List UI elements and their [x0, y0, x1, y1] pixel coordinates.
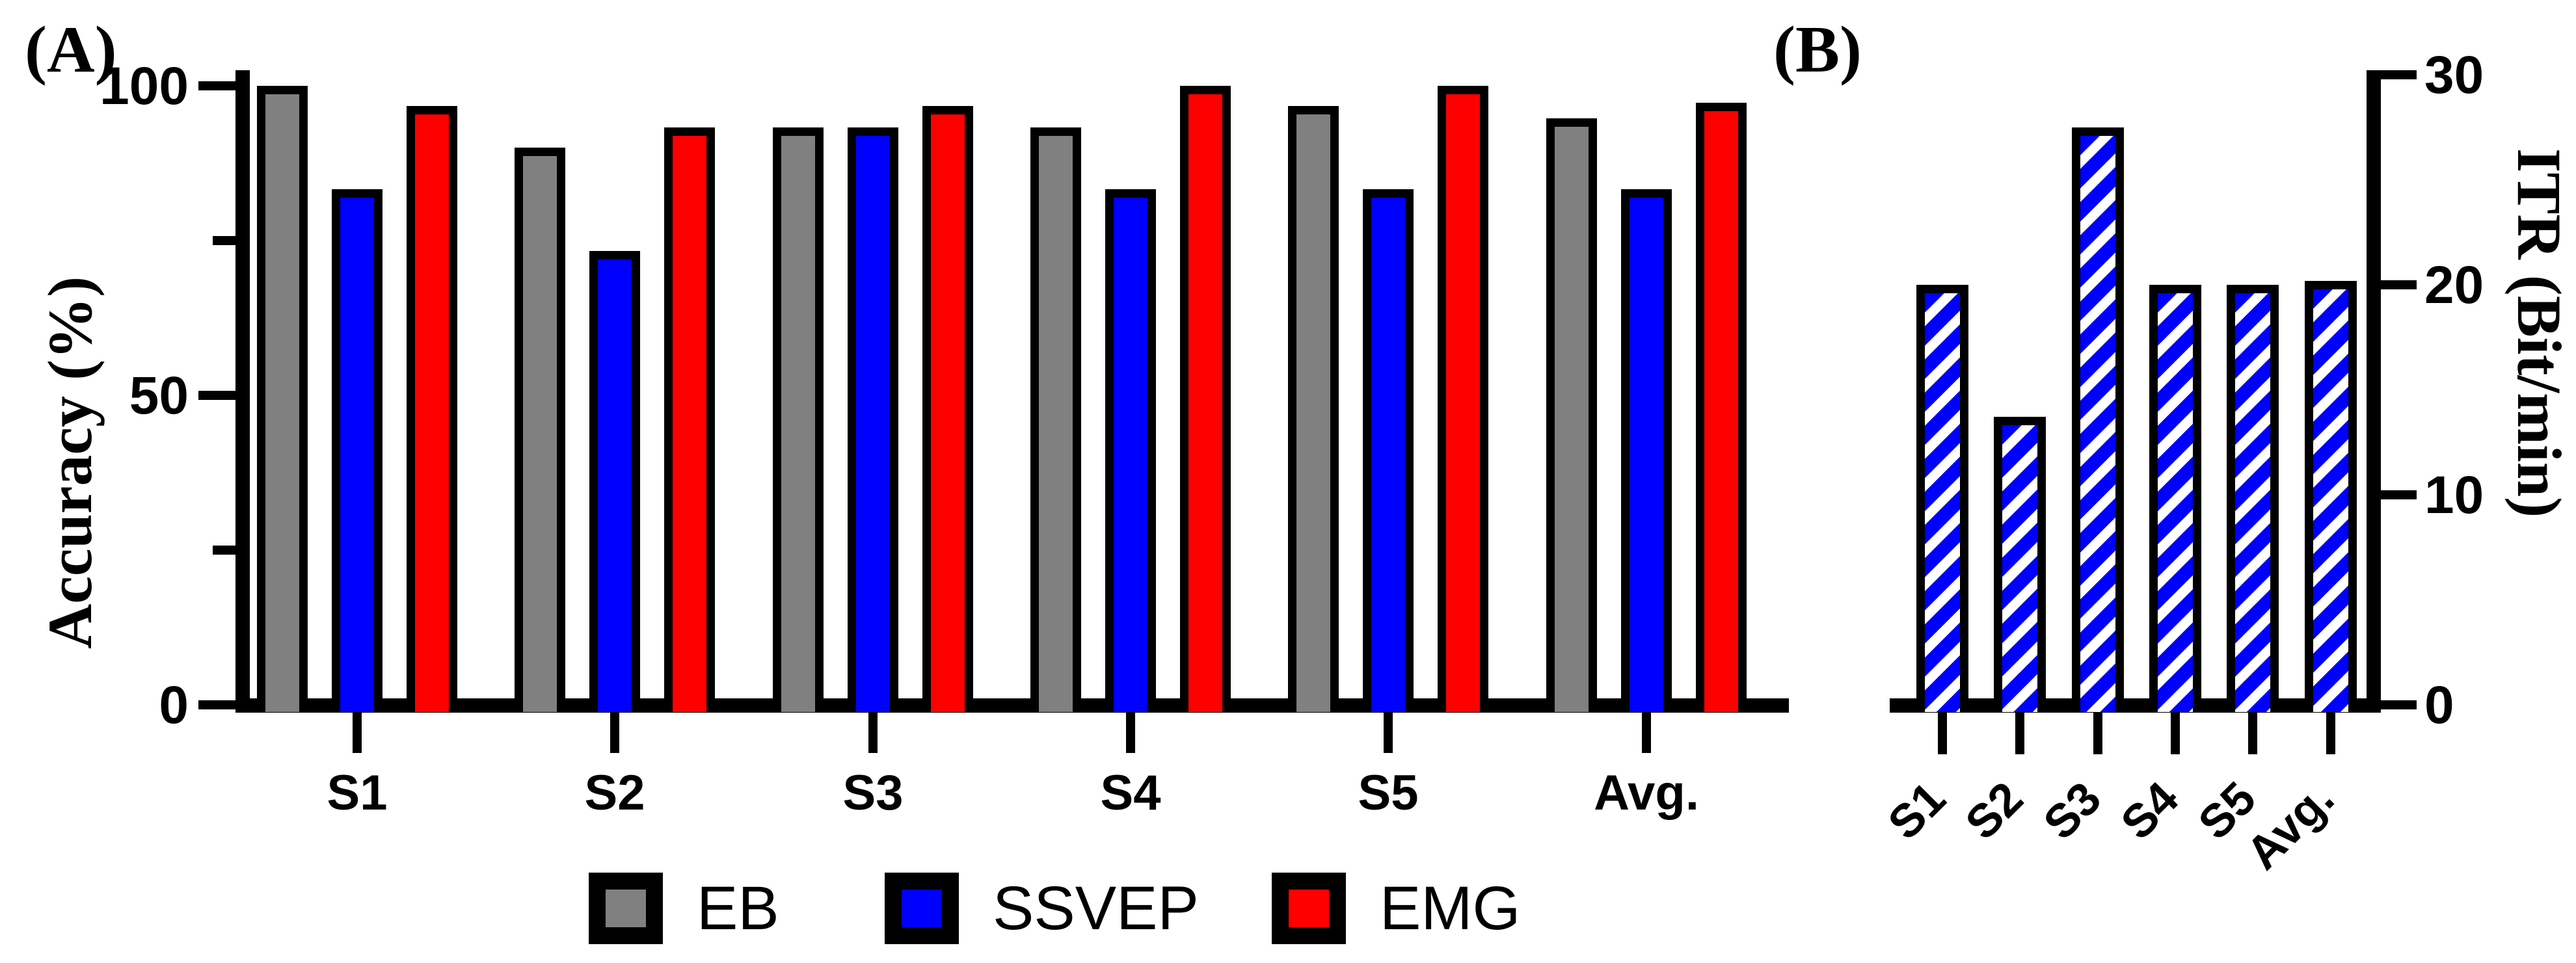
x-axis-tick: [1384, 713, 1393, 753]
y-axis-tick-label: 0: [159, 676, 189, 735]
bar-ssvep-S2: [589, 251, 640, 712]
panel-b-label: (B): [1773, 13, 1862, 86]
bar-itr-S1: [1916, 285, 1968, 712]
x-axis-tick: [610, 713, 619, 753]
bar-emg-S4: [1180, 86, 1231, 712]
bar-eb-Avg: [1546, 118, 1597, 712]
bar-eb-S3: [773, 127, 824, 712]
x-axis-tick: [353, 713, 362, 753]
bar-itr-S4: [2149, 285, 2201, 712]
bar-eb-S5: [1288, 106, 1339, 712]
panel-a-label: (A): [25, 13, 117, 86]
x-axis-category-label: S3: [842, 765, 904, 821]
x-axis-category-label: Avg.: [1594, 765, 1699, 821]
legend-swatch-eb: [589, 873, 663, 944]
y-axis-major-tick: [198, 700, 235, 709]
bar-ssvep-S5: [1363, 189, 1414, 712]
y-axis-tick-label: 20: [2424, 256, 2484, 315]
bar-emg-Avg: [1696, 102, 1747, 712]
x-axis-tick: [2171, 713, 2180, 754]
bar-itr-S2: [1994, 417, 2046, 712]
bar-eb-S2: [515, 148, 565, 712]
panel-b-y-axis-title: ITR (Bit/min): [2504, 148, 2574, 518]
y-axis-major-tick: [2381, 490, 2417, 499]
y-axis-major-tick: [2381, 280, 2417, 289]
x-axis-tick: [1938, 713, 1947, 754]
bar-itr-S5: [2227, 285, 2279, 712]
bar-emg-S5: [1438, 86, 1488, 712]
x-axis-tick: [868, 713, 878, 753]
x-axis-category-label: S1: [327, 765, 388, 821]
bar-ssvep-S3: [848, 127, 898, 712]
y-axis-tick-label: 50: [129, 366, 189, 425]
legend-item-ssvep: SSVEP: [885, 873, 1199, 944]
bar-emg-S3: [922, 106, 973, 712]
bar-eb-S4: [1030, 127, 1081, 712]
y-axis-tick-label: 10: [2424, 466, 2484, 525]
y-axis-major-tick: [2381, 700, 2417, 709]
y-axis-tick-label: 30: [2424, 46, 2484, 105]
bar-ssvep-S4: [1105, 189, 1156, 712]
y-axis-tick-label: 0: [2424, 676, 2454, 735]
bar-itr-Avg: [2305, 280, 2357, 712]
y-axis-major-tick: [198, 391, 235, 400]
figure-legend: EB SSVEP EMG: [0, 871, 2576, 949]
x-axis-category-label: S4: [1100, 765, 1161, 821]
bar-emg-S1: [407, 106, 457, 712]
legend-item-eb: EB: [589, 873, 779, 944]
x-axis-category-label: S2: [584, 765, 645, 821]
legend-label: EMG: [1380, 874, 1521, 943]
x-axis-tick: [2248, 713, 2257, 754]
legend-label: EB: [697, 874, 779, 943]
bar-ssvep-S1: [332, 189, 382, 712]
x-axis-tick: [2326, 713, 2335, 754]
y-axis-major-tick: [2381, 70, 2417, 79]
panel-b-y-axis-line: [2367, 70, 2381, 713]
bar-ssvep-Avg: [1621, 189, 1672, 712]
x-axis-tick: [2093, 713, 2102, 754]
bar-eb-S1: [257, 86, 308, 712]
x-axis-tick: [1126, 713, 1135, 753]
x-axis-category-label: S5: [1358, 765, 1419, 821]
legend-item-emg: EMG: [1272, 873, 1520, 944]
bar-emg-S2: [664, 127, 715, 712]
x-axis-tick: [2015, 713, 2024, 754]
legend-label: SSVEP: [993, 874, 1199, 943]
panel-a-y-axis-line: [235, 70, 250, 713]
legend-swatch-ssvep: [885, 873, 959, 944]
x-axis-tick: [1642, 713, 1651, 753]
bar-itr-S3: [2072, 127, 2124, 712]
legend-swatch-emg: [1272, 873, 1346, 944]
y-axis-tick-label: 100: [100, 57, 189, 116]
y-axis-minor-tick: [213, 546, 235, 555]
y-axis-major-tick: [198, 81, 235, 90]
y-axis-minor-tick: [213, 236, 235, 245]
